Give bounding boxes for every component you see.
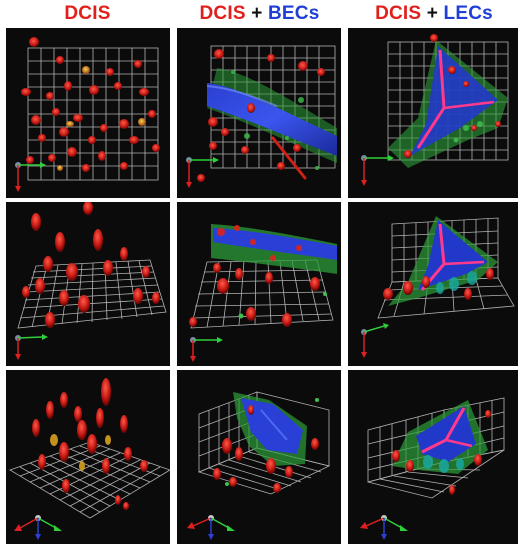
panel-dcis-becs-oblique-view: [177, 370, 341, 544]
column-header-dcis-becs: DCIS + BECs: [172, 0, 347, 28]
label-dcis: DCIS: [375, 3, 422, 24]
panel-dcis-lecs-top-view: [348, 28, 518, 198]
panel-dcis-lecs-oblique-view: [348, 370, 518, 544]
label-plus: +: [421, 3, 444, 24]
micrograph-dcis-top: [15, 37, 160, 192]
panel-dcis-oblique-view: [6, 370, 170, 544]
micrograph-dcis-becs-oblique: [187, 391, 331, 540]
micrograph-dcis-lecs-oblique: [360, 397, 505, 540]
micrograph-dcis-becs-tilted: [189, 224, 337, 362]
label-dcis: DCIS: [64, 3, 111, 24]
column-header-dcis-lecs: DCIS + LECs: [344, 0, 524, 28]
panel-dcis-tilted-view: [6, 202, 170, 366]
micrograph-dcis-lecs-top: [361, 34, 509, 186]
micrograph-dcis-lecs-tilted: [361, 216, 515, 358]
micrograph-dcis-oblique: [9, 378, 170, 540]
label-becs: BECs: [267, 3, 320, 24]
label-plus: +: [245, 3, 268, 24]
micrograph-dcis-becs-top: [186, 45, 337, 188]
label-dcis: DCIS: [199, 3, 246, 24]
column-header-dcis: DCIS: [0, 0, 175, 28]
panel-dcis-top-view: [6, 28, 170, 198]
panel-dcis-becs-tilted-view: [177, 202, 341, 366]
panel-dcis-becs-top-view: [177, 28, 341, 198]
micrograph-dcis-tilted: [15, 202, 167, 360]
label-lecs: LECs: [443, 3, 493, 24]
panel-dcis-lecs-tilted-view: [348, 202, 518, 366]
